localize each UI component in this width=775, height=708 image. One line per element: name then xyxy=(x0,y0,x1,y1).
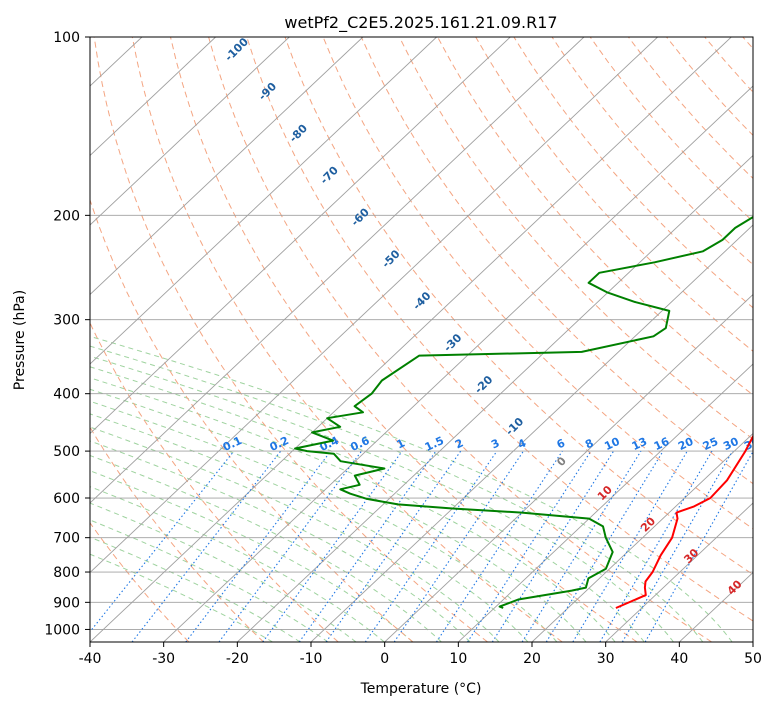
isotherm xyxy=(458,363,753,642)
mixing-ratio-line xyxy=(599,450,713,642)
moist-adiabat xyxy=(90,455,442,642)
y-tick-label: 200 xyxy=(53,208,80,224)
y-axis-title: Pressure (hPa) xyxy=(12,290,28,390)
dry-adiabat xyxy=(93,37,488,642)
y-tick-label: 800 xyxy=(53,565,80,581)
moist-adiabat xyxy=(90,366,645,642)
dry-adiabat xyxy=(437,37,753,396)
chart-title: wetPf2_C2E5.2025.161.21.09.R17 xyxy=(284,13,557,33)
mixing-ratio-label: 13 xyxy=(630,435,649,453)
y-tick-label: 700 xyxy=(53,531,80,547)
moist-adiabat xyxy=(90,345,704,642)
isotherm xyxy=(531,432,753,642)
pressure-gridlines xyxy=(90,37,753,630)
isotherms xyxy=(90,37,753,642)
x-tick-label: -40 xyxy=(79,651,102,667)
isotherm xyxy=(90,37,732,642)
mixing-ratio-line xyxy=(467,450,592,642)
mixing-ratio-line xyxy=(521,450,642,642)
x-axis-title: Temperature (°C) xyxy=(360,681,482,697)
isotherm xyxy=(90,37,364,296)
x-axis: -40 -30 -20 -10 0 10 20 30 40 50 xyxy=(79,642,762,667)
y-tick-label: 400 xyxy=(53,387,80,403)
mixing-ratio-line xyxy=(325,450,462,642)
dry-adiabat xyxy=(398,37,753,440)
x-tick-label: 20 xyxy=(523,651,541,667)
isotherm xyxy=(90,37,216,157)
mixing-ratio-label: 30 xyxy=(721,435,741,453)
plot-frame xyxy=(89,36,754,643)
x-tick-label: -20 xyxy=(226,651,249,667)
mixing-ratio-lines xyxy=(90,450,753,642)
x-tick-label: -30 xyxy=(152,651,175,667)
mixing-ratio-label: 25 xyxy=(701,435,720,453)
dry-adiabat xyxy=(360,37,753,485)
mixing-ratio-line xyxy=(131,450,282,642)
dewpoint-profile xyxy=(294,215,753,609)
y-axis: 100 200 300 400 500 600 700 800 900 1000 xyxy=(44,30,90,638)
moist-adiabat xyxy=(90,426,500,642)
y-tick-label: 1000 xyxy=(44,622,80,638)
profiles xyxy=(294,215,753,609)
isotherm xyxy=(384,293,753,642)
moist-adiabat xyxy=(90,400,558,642)
isotherm xyxy=(90,37,290,226)
dry-adiabat xyxy=(90,426,264,642)
isotherm xyxy=(237,154,753,642)
mixing-ratio-line xyxy=(572,450,688,642)
moist-adiabat xyxy=(90,486,385,642)
x-tick-label: 40 xyxy=(670,651,688,667)
mixing-ratio-line xyxy=(491,450,615,642)
y-tick-label: 900 xyxy=(53,595,80,611)
mixing-ratio-line xyxy=(364,450,498,642)
mixing-ratio-line xyxy=(621,450,733,642)
isotherm xyxy=(90,37,511,435)
y-tick-label: 500 xyxy=(53,444,80,460)
dry-adiabat xyxy=(475,37,753,352)
x-tick-label: 50 xyxy=(744,651,762,667)
x-tick-label: 0 xyxy=(380,651,389,667)
x-tick-label: 30 xyxy=(597,651,615,667)
mixing-ratio-line xyxy=(545,450,664,642)
moist-adiabat xyxy=(90,335,733,642)
background-lines xyxy=(90,37,753,642)
y-tick-label: 100 xyxy=(53,30,80,46)
moist-adiabat xyxy=(90,536,301,642)
mixing-ratio-line xyxy=(644,450,753,642)
moist-adiabat xyxy=(90,440,471,642)
x-tick-label: -10 xyxy=(300,651,323,667)
isotherm xyxy=(90,37,585,504)
mixing-ratio-line xyxy=(262,450,403,642)
mixing-ratio-label: 36 xyxy=(742,435,762,453)
mixing-ratio-label: 10 xyxy=(602,435,622,453)
isotherm xyxy=(90,37,658,574)
moist-adiabat xyxy=(90,377,616,642)
mixing-ratio-line xyxy=(393,450,524,642)
mixing-ratio-line xyxy=(298,450,437,642)
mixing-ratio-label: 20 xyxy=(676,435,696,453)
isotherm xyxy=(163,85,753,642)
dry-adiabat xyxy=(246,37,753,622)
y-tick-label: 300 xyxy=(53,313,80,329)
y-tick-label: 600 xyxy=(53,491,80,507)
dry-adiabat xyxy=(513,37,753,309)
isotherm xyxy=(310,224,753,642)
mixing-ratio-label: 16 xyxy=(652,435,672,453)
dry-adiabat xyxy=(170,37,638,642)
dry-adiabat xyxy=(284,37,753,576)
x-tick-label: 10 xyxy=(449,651,467,667)
isotherm xyxy=(90,37,437,365)
temperature-profile xyxy=(615,434,753,609)
mixing-ratio-line xyxy=(90,450,235,633)
dry-adiabat xyxy=(90,321,339,642)
isotherm xyxy=(605,502,753,642)
